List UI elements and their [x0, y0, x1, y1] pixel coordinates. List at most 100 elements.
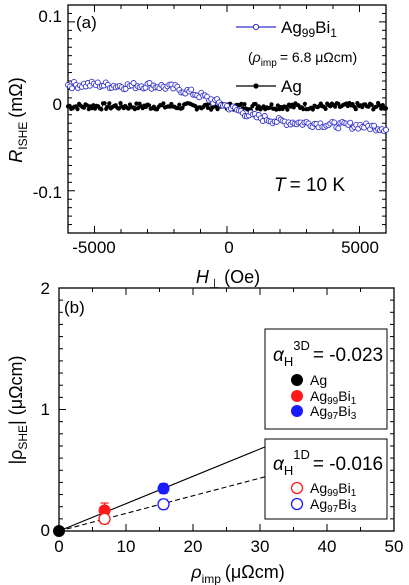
agbi-data-point: [371, 122, 378, 129]
panel-a-ytick-label: 0: [53, 95, 62, 114]
panel-b-ylabel: |ρSHE| (μΩcm): [6, 355, 30, 464]
alpha-3d-label: αH3D = -0.023: [273, 338, 383, 369]
panel-b-xtick-label: 10: [117, 537, 136, 556]
ag-data-point: [369, 102, 374, 107]
ag-data-point: [193, 103, 198, 109]
legend-agbi-label: Ag99Bi1: [281, 18, 337, 40]
panel-b-xtick-label: 30: [251, 537, 270, 556]
panel-a-ytick-label: -0.1: [33, 183, 62, 202]
ag-data-point: [102, 101, 107, 106]
legend-rho-imp-note: (ρimp = 6.8 μΩcm): [248, 49, 357, 69]
ag-data-point: [180, 105, 185, 110]
agbi-data-point: [122, 85, 129, 92]
ag-data-point: [269, 102, 274, 107]
agbi-data-point: [69, 85, 75, 92]
data-point-filled: [157, 482, 170, 495]
ag-data-point: [177, 102, 182, 107]
agbi-data-point: [383, 126, 389, 133]
panel-a-series: [65, 78, 389, 135]
ag-data-point: [310, 107, 315, 112]
legend-ag-marker: [253, 83, 259, 89]
panel-b-label: (b): [64, 298, 85, 317]
panel-a-label: (a): [76, 13, 97, 32]
ag-data-point: [132, 107, 137, 112]
legend-ag-label: Ag: [281, 77, 302, 96]
agbi-data-point: [335, 125, 342, 132]
legend-1d-marker-ag99bi1: [290, 481, 304, 495]
ag-data-point: [285, 107, 290, 112]
agbi-data-point: [347, 119, 354, 126]
legend-box-3d: αH3D = -0.023 Ag Ag99Bi1 Ag97Bi3: [264, 328, 388, 430]
ag-data-point: [336, 101, 341, 106]
panel-a-frame: [67, 4, 387, 234]
legend-box-1d: αH1D = -0.016 Ag99Bi1 Ag97Bi3: [264, 438, 388, 520]
temperature-label: T = 10 K: [274, 175, 345, 196]
panel-a: (a) 0.1 0 -0.1 -5000 0 5000 RISHE(mΩ) H⊥…: [6, 4, 389, 291]
panel-b-ytick-label: 0: [41, 521, 50, 540]
legend-3d-label-ag: Ag: [310, 372, 327, 388]
panel-a-xtick-label: -5000: [72, 238, 115, 257]
ag-data-point: [291, 105, 296, 110]
panel-a-ticks: [67, 4, 387, 233]
panel-a-xtick-label: 0: [224, 238, 233, 257]
ag-data-point: [253, 101, 258, 107]
data-point-open: [98, 512, 111, 525]
ag-data-point: [242, 102, 247, 107]
ag-data-point: [267, 105, 272, 110]
ag-data-point: [75, 107, 80, 112]
data-point-filled: [98, 504, 111, 517]
ag-data-point: [99, 107, 104, 112]
ag-data-point: [134, 101, 139, 106]
legend-3d-label-ag97bi3: Ag97Bi3: [310, 403, 357, 422]
ag-data-point: [323, 106, 328, 111]
legend-1d-marker-ag97bi3: [290, 497, 304, 511]
ag-data-point: [135, 106, 141, 111]
ag-data-point: [302, 101, 307, 106]
data-point-filled: [53, 525, 65, 537]
ag-data-point: [118, 101, 123, 106]
ag-data-point: [161, 101, 166, 106]
legend-box-3d-frame: [264, 328, 388, 430]
ag-data-point: [274, 107, 279, 112]
panel-b-xtick-label: 50: [385, 537, 404, 556]
panel-a-xtick-label: 5000: [341, 238, 379, 257]
agbi-data-point: [130, 80, 137, 86]
legend-1d-label-ag99bi1: Ag99Bi1: [310, 480, 357, 499]
legend-3d-marker-ag: [291, 374, 303, 386]
legend-agbi-marker: [252, 23, 260, 31]
ag-data-point: [379, 106, 384, 111]
ag-data-point: [205, 105, 210, 110]
panel-a-ytick-label: 0.1: [38, 7, 62, 26]
panel-b-ytick-label: 1: [41, 400, 50, 419]
panel-a-legend: Ag99Bi1 (ρimp = 6.8 μΩcm) Ag: [236, 18, 357, 96]
ag-data-point: [353, 107, 358, 112]
panel-b-ytick-label: 2: [41, 279, 50, 298]
legend-1d-label-ag97bi3: Ag97Bi3: [310, 496, 357, 515]
ag-data-point: [239, 101, 244, 106]
legend-3d-label-ag99bi1: Ag99Bi1: [310, 388, 357, 407]
panel-b-ticks: [58, 287, 395, 532]
alpha-1d-label: αH1D = -0.016: [273, 447, 383, 478]
legend-box-1d-frame: [264, 438, 388, 520]
panel-b-xtick-label: 0: [54, 537, 63, 556]
ag-data-point: [147, 103, 152, 108]
ag-data-point: [116, 106, 121, 111]
agbi-data-point: [188, 86, 195, 93]
ag-data-point: [383, 106, 389, 111]
panel-b-xlabel: ρimp (μΩcm): [190, 562, 284, 585]
ag-data-point: [175, 106, 180, 111]
ag-data-point: [215, 107, 220, 112]
panel-a-ylabel: RISHE(mΩ): [6, 77, 30, 162]
ag-data-point: [333, 104, 338, 109]
legend-3d-marker-ag99bi1: [291, 390, 303, 402]
panel-b: (b) 0 1 2 0 10 20 30 40 50 |ρSHE| (μΩcm)…: [6, 279, 403, 585]
data-point-open: [157, 498, 170, 511]
legend-3d-marker-ag97bi3: [291, 405, 303, 417]
panel-a-xlabel: H⊥ (Oe): [196, 267, 260, 291]
ag-data-point: [85, 103, 90, 108]
ag-data-point: [275, 103, 280, 108]
ag-data-point: [204, 102, 209, 107]
ag-data-point: [91, 103, 96, 108]
panel-b-xtick-label: 40: [318, 537, 337, 556]
